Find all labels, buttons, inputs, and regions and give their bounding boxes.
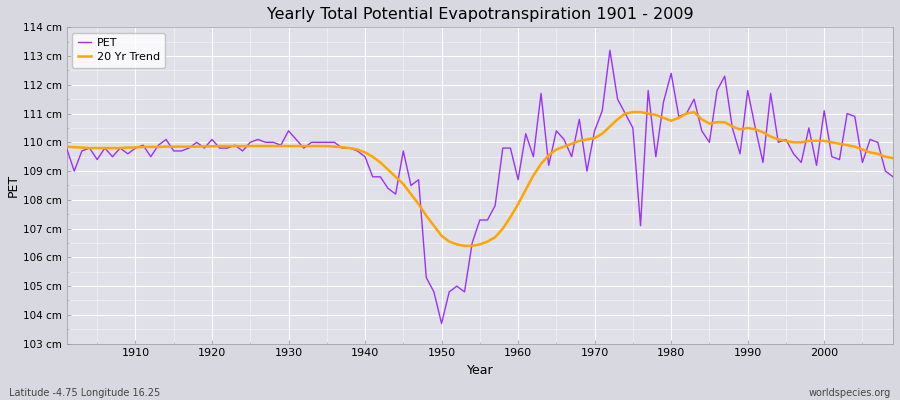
PET xyxy=(887,174,898,179)
PET xyxy=(513,177,524,182)
Legend: PET, 20 Yr Trend: PET, 20 Yr Trend xyxy=(72,33,166,68)
PET xyxy=(337,146,347,150)
Line: PET: PET xyxy=(67,50,893,324)
Text: Latitude -4.75 Longitude 16.25: Latitude -4.75 Longitude 16.25 xyxy=(9,388,160,398)
X-axis label: Year: Year xyxy=(466,364,493,377)
20 Yr Trend xyxy=(291,144,302,148)
PET xyxy=(605,48,616,53)
Text: worldspecies.org: worldspecies.org xyxy=(809,388,891,398)
PET xyxy=(61,146,72,150)
20 Yr Trend xyxy=(513,202,524,206)
20 Yr Trend xyxy=(122,145,133,150)
20 Yr Trend xyxy=(61,144,72,149)
20 Yr Trend xyxy=(337,145,347,150)
PET xyxy=(436,321,447,326)
PET xyxy=(122,152,133,156)
Y-axis label: PET: PET xyxy=(7,174,20,197)
20 Yr Trend xyxy=(887,156,898,160)
Line: 20 Yr Trend: 20 Yr Trend xyxy=(67,112,893,246)
20 Yr Trend xyxy=(520,187,531,192)
PET xyxy=(291,137,302,142)
PET xyxy=(620,111,631,116)
20 Yr Trend xyxy=(627,110,638,114)
20 Yr Trend xyxy=(612,117,623,122)
20 Yr Trend xyxy=(459,244,470,248)
Title: Yearly Total Potential Evapotranspiration 1901 - 2009: Yearly Total Potential Evapotranspiratio… xyxy=(266,7,693,22)
PET xyxy=(520,131,531,136)
